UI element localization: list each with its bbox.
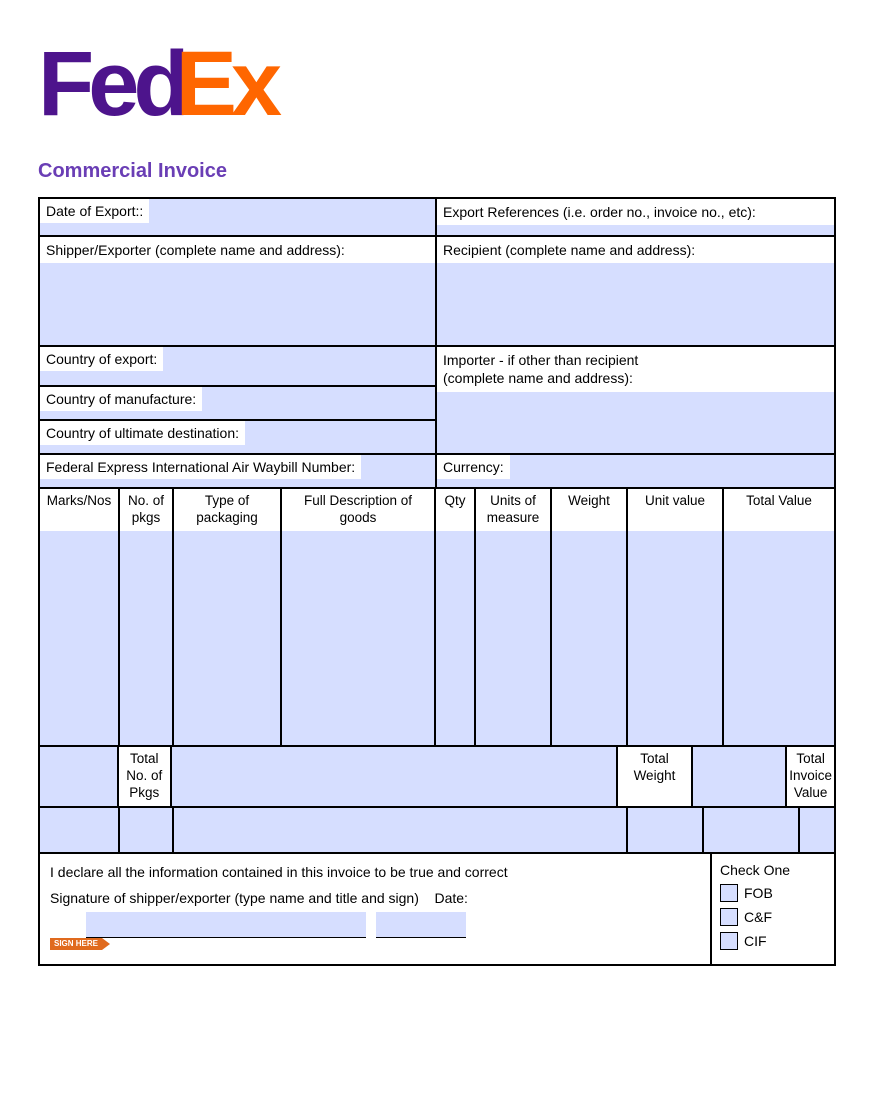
declaration-text: I declare all the information contained …: [50, 864, 700, 880]
label-total-invoice: Total Invoice Value: [787, 747, 834, 806]
check-fob[interactable]: FOB: [720, 884, 826, 902]
label-total-pkgs: Total No. of Pkgs: [119, 747, 170, 806]
items-table: Marks/Nos No. of pkgs Type of packaging …: [40, 489, 834, 747]
field-recipient[interactable]: Recipient (complete name and address):: [437, 237, 834, 345]
label-export-references: Export References (i.e. order no., invoi…: [437, 199, 834, 225]
val-marks[interactable]: [40, 808, 120, 852]
th-desc: Full Description of goods: [282, 489, 434, 531]
check-one-block: Check One FOB C&F CIF: [712, 854, 834, 964]
invoice-form: Date of Export:: Export References (i.e.…: [38, 197, 836, 966]
field-country-destination[interactable]: Country of ultimate destination:: [40, 421, 435, 445]
td-nopkgs[interactable]: [120, 531, 172, 745]
label-currency: Currency:: [437, 455, 510, 479]
th-units: Units of measure: [476, 489, 550, 531]
totals-values: [40, 808, 834, 854]
td-units[interactable]: [476, 531, 550, 745]
checkbox-icon[interactable]: [720, 884, 738, 902]
th-unitval: Unit value: [628, 489, 722, 531]
field-date-of-export[interactable]: Date of Export::: [40, 199, 437, 235]
label-country-manufacture: Country of manufacture:: [40, 387, 202, 411]
td-desc[interactable]: [282, 531, 434, 745]
label-fob: FOB: [744, 885, 773, 901]
field-shipper[interactable]: Shipper/Exporter (complete name and addr…: [40, 237, 437, 345]
checkbox-icon[interactable]: [720, 908, 738, 926]
field-country-export[interactable]: Country of export:: [40, 347, 435, 371]
declaration-block: I declare all the information contained …: [40, 854, 712, 964]
field-country-manufacture[interactable]: Country of manufacture:: [40, 387, 435, 411]
label-date: Date:: [434, 890, 467, 906]
check-cif[interactable]: CIF: [720, 932, 826, 950]
checkbox-icon[interactable]: [720, 932, 738, 950]
label-country-export: Country of export:: [40, 347, 163, 371]
td-unitval[interactable]: [628, 531, 722, 745]
val-unitval[interactable]: [704, 808, 800, 852]
label-cf: C&F: [744, 909, 772, 925]
label-air-waybill: Federal Express International Air Waybil…: [40, 455, 361, 479]
td-type[interactable]: [174, 531, 280, 745]
label-check-one: Check One: [720, 862, 826, 878]
label-shipper: Shipper/Exporter (complete name and addr…: [40, 237, 435, 263]
field-importer[interactable]: Importer - if other than recipient (comp…: [437, 347, 834, 453]
fedex-logo: FedEx: [38, 30, 836, 130]
label-country-destination: Country of ultimate destination:: [40, 421, 245, 445]
th-type: Type of packaging: [174, 489, 280, 531]
label-recipient: Recipient (complete name and address):: [437, 237, 834, 263]
th-total: Total Value: [724, 489, 834, 531]
label-total-weight: Total Weight: [618, 747, 691, 806]
label-cif: CIF: [744, 933, 767, 949]
field-currency[interactable]: Currency:: [437, 455, 834, 487]
sign-here-tag: SIGN HERE: [50, 938, 102, 950]
td-marks[interactable]: [40, 531, 118, 745]
signature-input[interactable]: [86, 912, 366, 938]
val-total-weight[interactable]: [628, 808, 704, 852]
td-qty[interactable]: [436, 531, 474, 745]
th-qty: Qty: [436, 489, 474, 531]
label-signature: Signature of shipper/exporter (type name…: [50, 890, 419, 906]
date-input[interactable]: [376, 912, 466, 938]
totals-row: Total No. of Pkgs Total Weight Total Inv…: [40, 747, 834, 808]
label-importer-2: (complete name and address):: [437, 369, 834, 391]
label-date-of-export: Date of Export::: [40, 199, 149, 223]
th-nopkgs: No. of pkgs: [120, 489, 172, 531]
field-air-waybill[interactable]: Federal Express International Air Waybil…: [40, 455, 437, 487]
val-total-pkgs[interactable]: [120, 808, 174, 852]
val-mid[interactable]: [174, 808, 628, 852]
label-importer-1: Importer - if other than recipient: [437, 347, 834, 369]
svg-text:FedEx: FedEx: [38, 33, 282, 130]
td-total[interactable]: [724, 531, 834, 745]
page-title: Commercial Invoice: [38, 160, 836, 183]
td-weight[interactable]: [552, 531, 626, 745]
th-weight: Weight: [552, 489, 626, 531]
field-export-references[interactable]: Export References (i.e. order no., invoi…: [437, 199, 834, 235]
th-marks: Marks/Nos: [40, 489, 118, 531]
val-total-invoice[interactable]: [800, 808, 834, 852]
check-cf[interactable]: C&F: [720, 908, 826, 926]
